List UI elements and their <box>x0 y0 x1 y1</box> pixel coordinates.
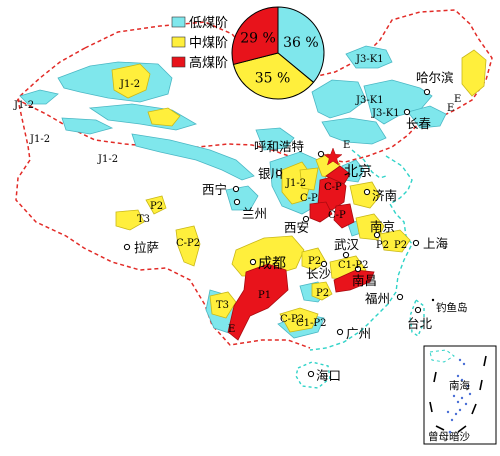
city-jinan: 济南 <box>372 188 397 203</box>
xian-marker <box>302 215 310 223</box>
lanzhou-marker <box>233 198 241 206</box>
hohhot-marker <box>317 150 325 158</box>
strata-p2-a: P2 <box>150 201 163 212</box>
strata-p1: P1 <box>258 290 271 301</box>
legend-swatch-medium <box>171 36 186 48</box>
strata-p2-c: P2 <box>376 240 389 251</box>
legend-swatch-low <box>171 16 186 28</box>
xining-marker <box>232 185 240 193</box>
pie-slice-1 <box>232 52 315 100</box>
city-lanzhou: 兰州 <box>242 206 267 221</box>
harbin-marker <box>423 88 431 96</box>
nanchang-marker <box>354 265 362 273</box>
legend: 低煤阶 中煤阶 高煤阶 <box>171 16 228 71</box>
changsha-marker <box>320 260 328 268</box>
city-nanjing: 南京 <box>370 219 395 234</box>
strata-cp-c: C-P <box>328 210 346 221</box>
coal-rank-pie-chart: 36 % 35 % 29 % <box>231 6 325 100</box>
legend-swatch-high <box>171 56 186 68</box>
city-guangzhou: 广州 <box>346 326 371 341</box>
low-rank-regions <box>19 45 447 339</box>
fuzhou-marker <box>396 293 404 301</box>
strata-e-a: E <box>447 103 454 114</box>
strata-p2-d: P2 <box>394 240 407 251</box>
city-shanghai: 上海 <box>423 236 449 251</box>
city-markers <box>123 88 431 378</box>
strata-cp2-a: C-P2 <box>176 238 200 249</box>
city-diaoyu: 钓鱼岛 <box>436 301 468 314</box>
legend-label-medium: 中煤阶 <box>189 36 228 51</box>
high-rank-regions <box>227 165 375 341</box>
beijing-capital-star-icon <box>323 147 343 166</box>
pie-label-2: 29 % <box>240 30 276 46</box>
city-xining: 西宁 <box>202 182 227 197</box>
taipei-marker <box>414 306 422 314</box>
city-lhasa: 拉萨 <box>134 240 159 255</box>
nanjing-marker <box>373 231 381 239</box>
strata-j3k1-b: J3-K1 <box>355 95 384 106</box>
strata-j12-b: J1-2 <box>13 100 34 111</box>
strata-j12-c: J1-2 <box>29 134 50 145</box>
shanghai-marker <box>412 239 420 247</box>
pie-label-0: 36 % <box>283 35 319 51</box>
strata-p2-e: P2 <box>316 288 329 299</box>
strata-labels: J1-2 J1-2 J1-2 J1-2 J1-2 J3-K1 J3-K1 J3-… <box>13 54 461 335</box>
inset-zengmu: 曾母暗沙 <box>428 430 470 443</box>
strata-cp2-d: C1-P2 <box>296 318 326 329</box>
strata-e-d: E <box>228 324 235 335</box>
city-harbin: 哈尔滨 <box>416 70 454 85</box>
diaoyu-dot <box>431 298 435 302</box>
south-china-sea-inset: 南海 曾母暗沙 <box>423 345 497 445</box>
haikou-marker <box>307 370 315 378</box>
strata-cp-a: C-P <box>300 193 318 204</box>
strata-j3k1-c: J3-K1 <box>371 108 400 119</box>
pie-slice-0 <box>277 6 325 84</box>
inland-border <box>351 149 387 179</box>
strata-cp2-c: C1-P2 <box>338 260 368 271</box>
legend-label-high: 高煤阶 <box>189 55 228 71</box>
city-yinchuan: 银川 <box>258 166 283 181</box>
strata-j12-a: J1-2 <box>119 79 140 90</box>
city-taipei: 台北 <box>407 316 433 331</box>
city-xian: 西安 <box>284 220 309 235</box>
strata-t3-b: T3 <box>216 300 229 311</box>
jinan-marker <box>363 188 371 196</box>
hainan-island <box>295 361 331 389</box>
strata-e-b: E <box>454 94 461 105</box>
strata-j3k1-a: J3-K1 <box>355 54 384 65</box>
city-changsha: 长沙 <box>306 266 332 281</box>
china-border <box>15 9 493 349</box>
city-beijing: 北京 <box>344 164 372 180</box>
strata-cp2-b: C-P2 <box>280 314 304 325</box>
city-hohhot: 呼和浩特 <box>254 139 304 154</box>
pie-label-1: 35 % <box>255 71 291 87</box>
strata-p2-b: P2 <box>308 256 321 267</box>
lhasa-marker <box>123 243 131 251</box>
guangzhou-marker <box>336 328 344 336</box>
city-wuhan: 武汉 <box>334 237 360 252</box>
strata-t3-a: T3 <box>137 214 150 225</box>
strata-j12-e: J1-2 <box>285 178 306 189</box>
chengdu-marker <box>249 258 257 266</box>
legend-label-low: 低煤阶 <box>189 16 228 31</box>
wuhan-marker <box>342 251 350 259</box>
city-changchun: 长春 <box>406 116 432 131</box>
city-nanchang: 南昌 <box>352 273 377 288</box>
strata-e-c: E <box>343 140 350 151</box>
strata-j12-d: J1-2 <box>97 154 118 165</box>
medium-rank-regions <box>111 49 487 333</box>
city-haikou: 海口 <box>316 368 341 383</box>
city-chengdu: 成都 <box>258 256 286 272</box>
strata-cp-b: C-P <box>324 182 342 193</box>
yinchuan-marker <box>275 169 283 177</box>
nine-dash-line <box>429 355 487 433</box>
pie-slice-2 <box>231 6 279 66</box>
city-fuzhou: 福州 <box>365 291 390 306</box>
islands-dots <box>446 358 472 422</box>
coastline <box>309 155 413 351</box>
inset-nanhai: 南海 <box>449 379 470 392</box>
changchun-marker <box>403 108 411 116</box>
